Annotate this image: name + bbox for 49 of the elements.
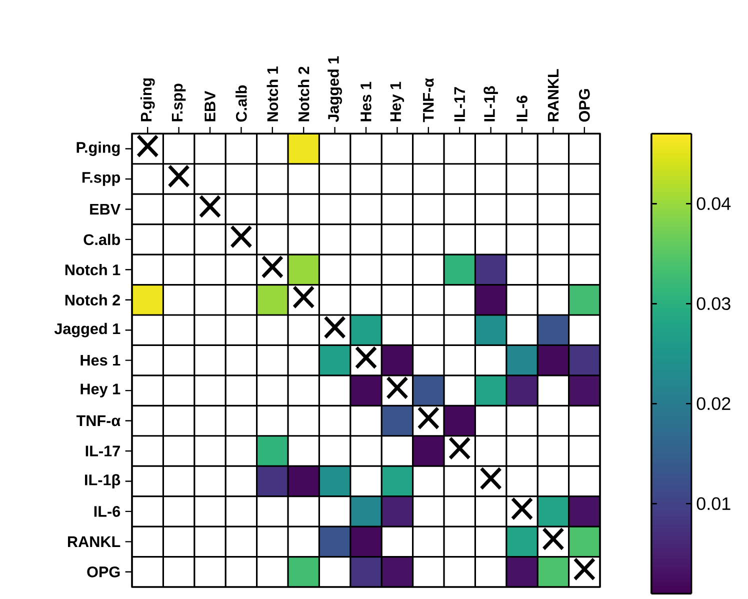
x-tick-label: F.spp bbox=[172, 84, 186, 122]
y-tick-label: Notch 2 bbox=[65, 294, 120, 306]
text: × bbox=[292, 286, 314, 308]
y-tick-label: Jagged 1 bbox=[54, 322, 120, 338]
text: × bbox=[386, 376, 408, 400]
text: × bbox=[168, 164, 190, 188]
text: × bbox=[511, 497, 533, 520]
y-tick-label: F.spp bbox=[82, 172, 120, 186]
y-tick-label: C.alb bbox=[84, 234, 120, 246]
x-tick-label: IL-6 bbox=[516, 96, 528, 122]
x-tick-label: Hey 1 bbox=[390, 82, 404, 122]
text: × bbox=[574, 558, 596, 580]
color-bar-label: 0.01 bbox=[696, 497, 730, 510]
x-tick-label: IL-17 bbox=[454, 87, 465, 122]
x-tick-label: IL-1β bbox=[484, 86, 498, 122]
color-bar-label: 0.02 bbox=[696, 397, 730, 410]
text: × bbox=[199, 195, 221, 218]
x-tick-label: Notch 2 bbox=[298, 66, 310, 122]
y-tick-label: Hey 1 bbox=[80, 384, 120, 398]
y-tick-label: Hes 1 bbox=[80, 354, 120, 366]
y-tick-label: IL-17 bbox=[86, 446, 120, 456]
x-tick-label: C.alb bbox=[236, 85, 247, 122]
text: × bbox=[355, 346, 377, 369]
x-tick-label: Jagged 1 bbox=[328, 56, 342, 122]
text: × bbox=[480, 467, 502, 490]
text: × bbox=[542, 528, 564, 550]
y-tick-label: IL-1β bbox=[85, 474, 120, 488]
text: × bbox=[324, 316, 346, 339]
x-tick-label: RANKL bbox=[548, 69, 558, 122]
y-tick-label: TNF-α bbox=[76, 415, 120, 426]
x-tick-label: P.ging bbox=[140, 78, 155, 122]
x-tick-label: EBV bbox=[204, 90, 216, 122]
color-bar-label: 0.03 bbox=[696, 297, 730, 310]
x-tick-label: OPG bbox=[578, 89, 590, 122]
y-tick-label: RANKL bbox=[68, 536, 120, 547]
y-tick-label: P.ging bbox=[76, 142, 120, 156]
x-tick-label: Notch 1 bbox=[266, 66, 278, 122]
color-bar-label: 0.04 bbox=[696, 197, 731, 210]
y-tick-label: IL-6 bbox=[94, 506, 120, 517]
text: × bbox=[418, 406, 440, 430]
y-tick-label: EBV bbox=[90, 204, 121, 214]
text: × bbox=[262, 256, 284, 278]
y-tick-label: Notch 1 bbox=[65, 264, 120, 276]
text: × bbox=[136, 134, 158, 158]
y-tick-label: OPG bbox=[87, 566, 120, 578]
x-tick-label: Hes 1 bbox=[360, 82, 372, 122]
text: × bbox=[230, 225, 252, 248]
x-tick-label: TNF-α bbox=[423, 78, 434, 122]
text: × bbox=[448, 437, 470, 460]
